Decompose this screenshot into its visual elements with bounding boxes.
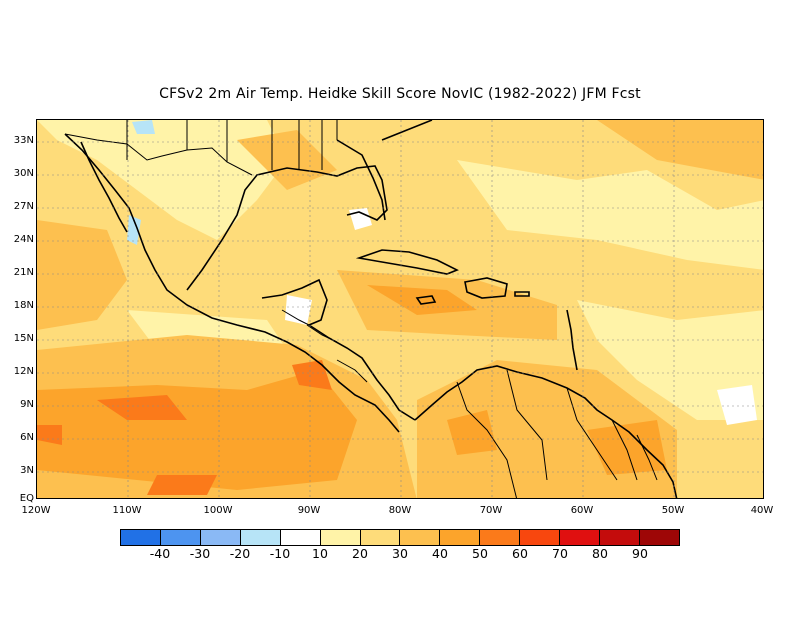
border-central-america-1 xyxy=(281,309,310,326)
map-title: CFSv2 2m Air Temp. Heidke Skill Score No… xyxy=(159,86,641,102)
coast-yucatan xyxy=(261,278,328,326)
patch-pac-hot-1 xyxy=(97,395,187,420)
lat-label-33n: 33N xyxy=(13,135,34,146)
colorbar-swatch xyxy=(639,530,679,545)
patch-atl-east xyxy=(597,120,763,180)
graticule xyxy=(37,120,763,498)
patch-sa-core-1 xyxy=(447,410,497,455)
patch-white-central-am xyxy=(285,295,312,325)
colorbar-swatch xyxy=(160,530,201,545)
lat-label-12n: 12N xyxy=(13,366,34,377)
patch-sa-core-2 xyxy=(587,420,667,475)
border-sa-2 xyxy=(506,369,548,481)
patch-light-atl-s xyxy=(577,300,763,420)
colorbar-label: 30 xyxy=(392,546,408,561)
coast-gulf xyxy=(186,165,388,291)
high-skill-patches xyxy=(37,120,763,498)
colorbar-swatch xyxy=(360,530,401,545)
lat-label-6n: 6N xyxy=(20,432,34,443)
lon-label-120w: 120W xyxy=(21,505,51,516)
colorbar-swatch xyxy=(480,530,521,545)
skill-score-map xyxy=(37,120,763,498)
lon-label-60w: 60W xyxy=(570,505,594,516)
patch-white-atl xyxy=(717,385,757,425)
coast-jamaica xyxy=(415,295,437,305)
patch-caribbean-core xyxy=(367,285,477,315)
patch-light-blue-n xyxy=(132,120,155,134)
colorbar-label: -30 xyxy=(189,546,211,561)
lat-label-3n: 3N xyxy=(20,465,34,476)
colorbar-label: 50 xyxy=(472,546,488,561)
colorbar xyxy=(120,529,680,546)
coast-lesser-antilles xyxy=(566,309,578,371)
coast-baja xyxy=(80,141,128,233)
colorbar-label: 90 xyxy=(632,546,648,561)
border-sa-1 xyxy=(456,381,518,498)
lon-label-80w: 80W xyxy=(388,505,412,516)
lat-label-eq: EQ xyxy=(19,493,34,504)
country-borders xyxy=(64,120,658,498)
border-central-america-3 xyxy=(336,359,368,383)
lat-label-18n: 18N xyxy=(13,300,34,311)
coast-hispaniola xyxy=(464,277,508,299)
colorbar-label: 20 xyxy=(352,546,368,561)
colorbar-swatch xyxy=(440,530,481,545)
border-sa-5 xyxy=(636,434,658,481)
border-sa-3 xyxy=(566,387,618,481)
lon-label-100w: 100W xyxy=(203,505,233,516)
patch-light-atl-n xyxy=(457,160,763,270)
map-frame xyxy=(36,119,764,499)
patch-pac-hot-2 xyxy=(147,475,217,495)
patch-pac-hot-3 xyxy=(37,425,62,445)
colorbar-swatch xyxy=(240,530,281,545)
coast-mexico-pacific xyxy=(64,133,400,433)
lat-label-24n: 24N xyxy=(13,234,34,245)
lat-label-15n: 15N xyxy=(13,333,34,344)
colorbar-label: -20 xyxy=(229,546,251,561)
colorbar-label: 60 xyxy=(512,546,528,561)
border-us-mexico xyxy=(64,133,253,176)
border-sa-4 xyxy=(611,419,638,481)
lon-label-110w: 110W xyxy=(112,505,142,516)
colorbar-swatch xyxy=(560,530,601,545)
lat-label-30n: 30N xyxy=(13,168,34,179)
border-central-america-2 xyxy=(306,324,338,343)
colorbar-swatch xyxy=(600,530,640,545)
patch-light-blue-baja xyxy=(127,215,141,245)
coast-cuba xyxy=(355,249,459,275)
lat-label-9n: 9N xyxy=(20,399,34,410)
colorbar-swatch xyxy=(400,530,441,545)
colorbar-label: 10 xyxy=(312,546,328,561)
coast-florida xyxy=(336,139,386,221)
coast-us-atlantic xyxy=(381,120,433,141)
lon-label-90w: 90W xyxy=(297,505,321,516)
coast-puerto-rico xyxy=(514,291,530,297)
colorbar-label: 40 xyxy=(432,546,448,561)
lat-label-27n: 27N xyxy=(13,201,34,212)
colorbar-label: -10 xyxy=(269,546,291,561)
coastlines xyxy=(64,120,678,498)
border-us-states xyxy=(126,120,338,170)
lat-label-21n: 21N xyxy=(13,267,34,278)
colorbar-label: 80 xyxy=(592,546,608,561)
colorbar-swatch xyxy=(121,530,161,545)
colorbar-label: -40 xyxy=(149,546,171,561)
patch-pac-west xyxy=(37,220,127,330)
lon-label-70w: 70W xyxy=(479,505,503,516)
lon-label-50w: 50W xyxy=(661,505,685,516)
patch-pac-hot-4 xyxy=(292,360,332,390)
colorbar-swatch xyxy=(520,530,561,545)
colorbar-swatch xyxy=(200,530,241,545)
colorbar-swatch xyxy=(280,530,321,545)
colorbar-swatch xyxy=(320,530,361,545)
lon-label-40w: 40W xyxy=(750,505,774,516)
colorbar-label: 70 xyxy=(552,546,568,561)
patch-light-nw xyxy=(37,120,287,240)
